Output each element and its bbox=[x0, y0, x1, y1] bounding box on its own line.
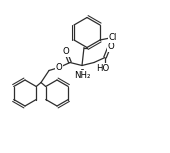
Text: O: O bbox=[56, 63, 62, 72]
Text: O: O bbox=[108, 42, 114, 51]
Text: NH₂: NH₂ bbox=[74, 71, 90, 80]
Text: Cl: Cl bbox=[109, 34, 117, 43]
Text: HO: HO bbox=[96, 64, 110, 73]
Text: O: O bbox=[63, 47, 69, 56]
